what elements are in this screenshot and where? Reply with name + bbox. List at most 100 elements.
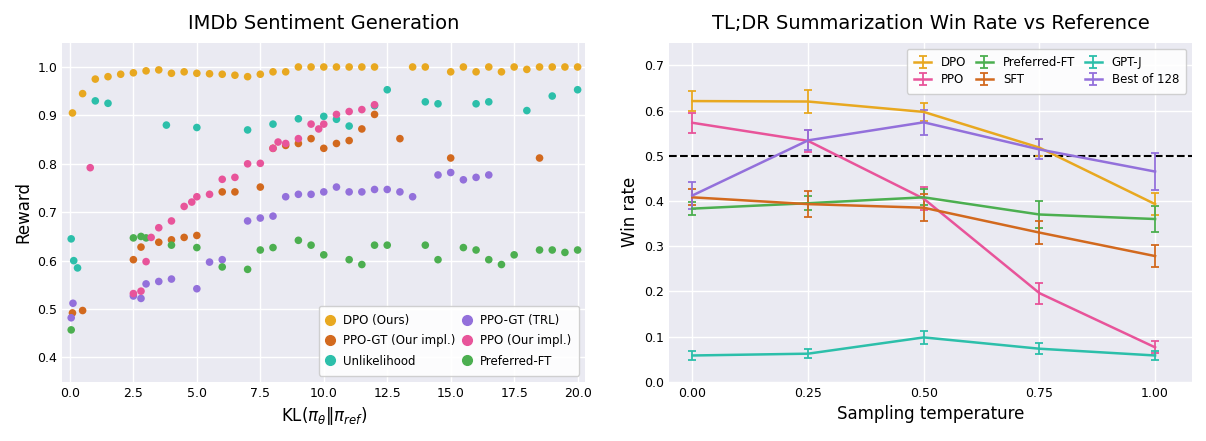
Point [81,164,100,171]
Point [263,244,282,251]
Point [276,68,295,75]
Point [340,64,359,71]
Point [226,174,245,181]
Point [416,98,435,105]
Point [391,135,410,142]
Point [365,186,385,193]
Point [200,191,219,198]
Point [124,234,144,241]
Point [377,186,397,193]
Point [62,314,81,321]
Point [226,188,245,195]
Point [428,256,447,263]
Point [288,115,308,122]
Point [86,75,105,82]
Point [162,242,181,249]
Title: IMDb Sentiment Generation: IMDb Sentiment Generation [188,14,459,33]
Point [131,288,151,295]
Point [187,244,206,251]
Point [467,100,486,107]
Point [543,247,562,254]
Point [212,256,232,263]
Point [309,125,328,132]
Point [327,64,346,71]
Point [441,169,461,176]
Point [74,307,93,314]
Point [568,64,587,71]
Point [365,111,385,118]
Legend: DPO, PPO, Preferred-FT, SFT, GPT-J, Best of 128: DPO, PPO, Preferred-FT, SFT, GPT-J, Best… [907,49,1187,93]
Point [543,93,562,100]
Point [529,247,549,254]
Point [453,176,473,183]
Point [555,64,574,71]
Point [352,106,371,113]
Point [479,256,498,263]
Point [124,69,144,76]
Point [288,64,308,71]
Point [504,251,523,258]
Point [441,68,461,75]
Point [529,154,549,161]
Point [187,124,206,131]
Point [365,101,385,108]
Point [131,243,151,250]
Point [263,213,282,220]
Point [327,183,346,191]
Point [479,172,498,179]
Point [251,247,270,254]
Point [288,237,308,244]
Point [568,247,587,254]
Point [327,116,346,123]
Point [251,183,270,191]
Point [74,90,93,97]
Point [187,285,206,292]
Point [187,70,206,77]
Point [150,278,169,285]
Point [62,235,81,243]
Point [141,234,160,241]
Point [416,242,435,249]
Point [340,256,359,263]
Y-axis label: Reward: Reward [14,181,31,243]
Point [517,66,537,73]
Point [492,261,511,268]
Point [365,242,385,249]
Point [136,258,156,265]
Point [365,64,385,71]
Point [352,64,371,71]
Point [340,188,359,195]
Point [238,217,257,224]
Point [150,224,169,231]
Point [492,68,511,75]
Point [64,257,83,264]
Point [212,176,232,183]
Point [314,64,333,71]
Point [302,242,321,249]
Point [504,64,523,71]
Point [327,140,346,147]
Point [99,73,118,80]
Point [517,107,537,114]
Point [391,188,410,195]
X-axis label: Sampling temperature: Sampling temperature [837,405,1024,423]
Point [403,193,422,200]
Point [162,276,181,283]
Point [226,72,245,79]
Point [86,97,105,105]
Point [479,64,498,71]
Point [212,188,232,195]
Point [428,100,447,107]
Point [352,125,371,132]
Point [162,70,181,77]
Point [288,140,308,147]
X-axis label: KL($\pi_\theta\|\pi_{ref}$): KL($\pi_\theta\|\pi_{ref}$) [281,405,367,427]
Point [479,98,498,105]
Point [276,140,295,147]
Point [568,86,587,93]
Point [276,142,295,149]
Point [441,154,461,161]
Point [111,71,130,78]
Point [157,122,176,129]
Point [340,137,359,144]
